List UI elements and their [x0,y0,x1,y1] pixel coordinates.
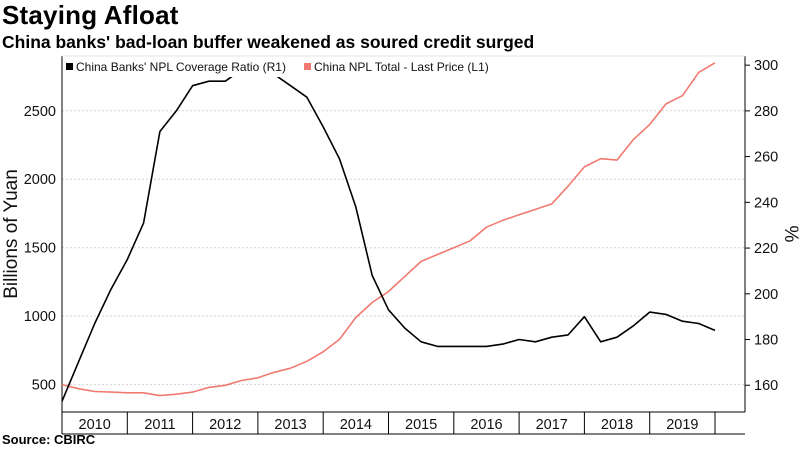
legend: China Banks' NPL Coverage Ratio (R1) Chin… [63,57,523,77]
x-tick-label: 2012 [209,417,241,433]
y-right-tick-label: 180 [754,333,778,349]
y-left-axis-label: Billions of Yuan [1,169,22,299]
chart-subtitle: China banks' bad-loan buffer weakened as… [2,32,535,52]
x-tick-label: 2017 [536,417,568,433]
y-right-tick-label: 200 [754,287,778,303]
legend-swatch [304,63,311,70]
series-line-coverage-ratio [61,68,716,402]
x-tick-label: 2018 [601,417,633,433]
series-lines [61,62,716,402]
y-right-tick-label: 220 [754,241,778,257]
legend-background [63,57,523,77]
series-line-npl-total [61,62,716,397]
legend-item-coverage-ratio: China Banks' NPL Coverage Ratio (R1) [76,60,286,74]
x-tick-label: 2014 [340,417,372,433]
y-right-tick-label: 300 [754,58,778,74]
x-tick-label: 2016 [470,417,502,433]
y-left-tick-label: 1000 [24,309,56,325]
source-note: Source: CBIRC [2,432,96,447]
gridlines [62,110,745,386]
legend-item-npl-total: China NPL Total - Last Price (L1) [314,60,489,74]
y-right-tick-label: 280 [754,104,778,120]
axis-labels: 500 1000 1500 2000 2500 160 180 200 220 240 260 280… [1,58,800,433]
x-tick-label: 2019 [666,417,698,433]
axes [61,55,750,435]
y-left-tick-label: 2000 [24,172,56,188]
y-right-tick-label: 240 [754,195,778,211]
x-tick-label: 2011 [144,417,175,433]
legend-swatch [66,63,73,70]
y-left-tick-label: 2500 [24,104,56,120]
y-right-tick-label: 260 [754,150,778,166]
x-tick-label: 2015 [405,417,437,433]
y-left-tick-label: 500 [32,378,56,394]
y-right-tick-label: 160 [754,378,778,394]
y-right-axis-label: % [780,226,800,243]
x-tick-label: 2013 [274,417,306,433]
y-left-tick-label: 1500 [24,241,56,257]
x-tick-label: 2010 [79,417,111,433]
chart-title: Staying Afloat [2,0,179,30]
